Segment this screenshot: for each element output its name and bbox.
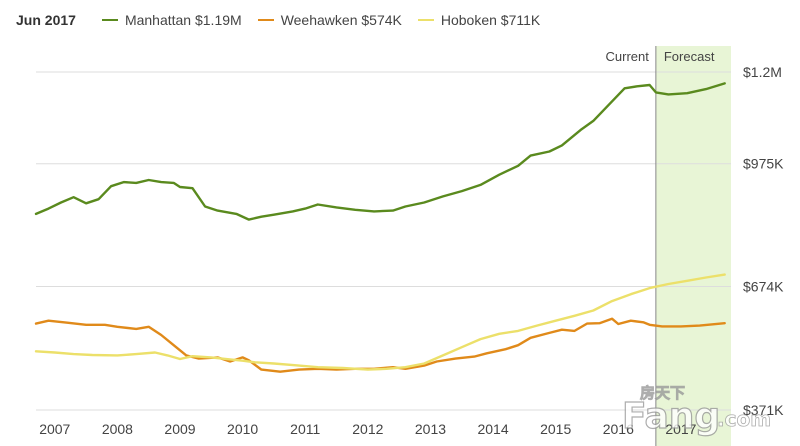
legend-item-hoboken[interactable]: Hoboken $711K [417,12,541,28]
legend-swatch-hoboken [417,19,434,21]
series-line [34,273,726,371]
legend-label-manhattan: Manhattan $1.19M [124,12,242,28]
x-axis-ticks: 2007 2008 2009 2010 2011 2012 2013 2014 2015 2016… [39,421,696,437]
current-label: Current [606,49,650,64]
watermark-dotcom: .com [717,407,771,431]
series-line [34,82,726,221]
legend-item-weehawken[interactable]: Weehawken $574K [257,12,402,28]
series-lines [34,82,726,373]
watermark-brand: Fang [622,396,720,437]
legend-swatch-weehawken [257,19,274,21]
x-tick-label: 2007 [39,421,70,437]
grid-lines [36,71,731,411]
legend-swatch-manhattan [101,19,118,21]
y-axis-ticks: $1.2M $975K $674K $371K [743,64,784,418]
legend: Jun 2017 Manhattan $1.19M Weehawken $574… [0,0,800,40]
x-tick-label: 2014 [477,421,508,437]
watermark-cn: 房天下 [640,384,685,402]
y-tick-label: $1.2M [743,64,782,80]
x-tick-label: 2017 [665,421,696,437]
y-tick-label: $371K [743,402,784,418]
x-tick-label: 2016 [603,421,634,437]
x-tick-label: 2009 [164,421,195,437]
legend-label-weehawken: Weehawken $574K [280,12,402,28]
series-line [34,317,726,373]
x-tick-label: 2012 [352,421,383,437]
forecast-band [655,46,731,446]
y-tick-label: $975K [743,156,784,172]
x-tick-label: 2010 [227,421,258,437]
legend-item-manhattan[interactable]: Manhattan $1.19M [101,12,242,28]
legend-date: Jun 2017 [16,12,76,28]
legend-label-hoboken: Hoboken $711K [440,12,541,28]
watermark: Fang 房天下 .com [621,384,771,438]
y-tick-label: $674K [743,278,784,294]
x-tick-label: 2015 [540,421,571,437]
x-tick-label: 2008 [102,421,133,437]
x-tick-label: 2011 [290,421,320,437]
forecast-label: Forecast [664,49,715,64]
x-tick-label: 2013 [415,421,446,437]
